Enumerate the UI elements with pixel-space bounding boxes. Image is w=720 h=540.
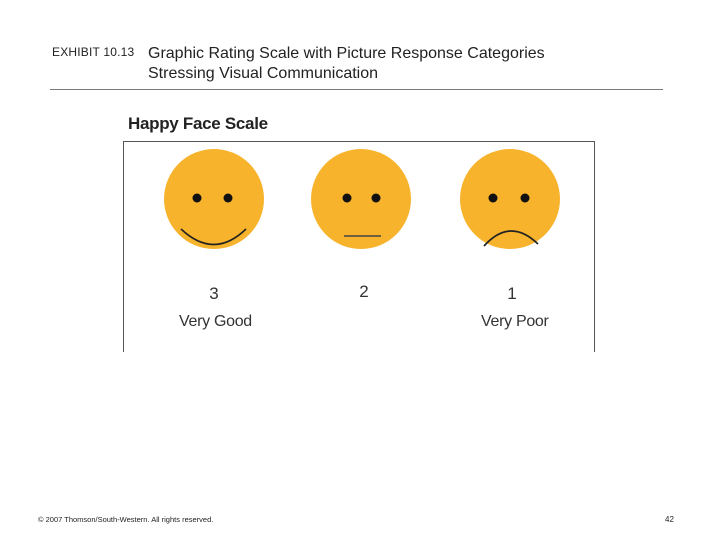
slide-title: Graphic Rating Scale with Picture Respon… <box>148 44 545 84</box>
face-value-3: 3 <box>209 284 219 303</box>
slide-title-line-2: Stressing Visual Communication <box>148 65 379 82</box>
figure-frame <box>123 141 595 352</box>
title-divider <box>50 89 663 90</box>
face-value-2: 2 <box>359 282 369 301</box>
face-value-1: 1 <box>507 284 517 303</box>
smile-icon <box>162 147 266 251</box>
page-number: 42 <box>665 515 674 524</box>
slide-title-line-1: Graphic Rating Scale with Picture Respon… <box>148 45 545 62</box>
face-label-very-good: Very Good <box>179 313 252 330</box>
figure-title: Happy Face Scale <box>128 114 268 133</box>
face-label-very-poor: Very Poor <box>481 313 549 330</box>
exhibit-label: EXHIBIT 10.13 <box>52 45 135 59</box>
copyright-notice: © 2007 Thomson/South-Western. All rights… <box>38 515 214 524</box>
neutral-icon <box>309 147 413 251</box>
frown-icon <box>458 147 562 251</box>
